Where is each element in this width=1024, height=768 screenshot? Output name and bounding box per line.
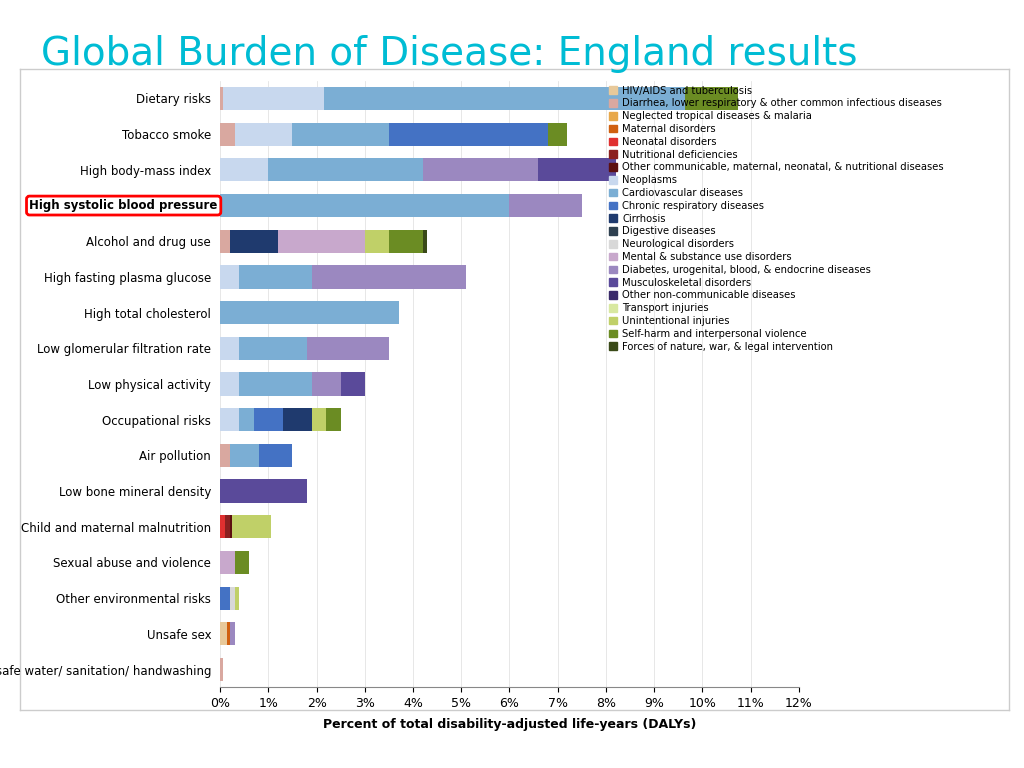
Bar (220, 230, 229, 253)
Bar (229, 515, 232, 538)
Bar (229, 587, 234, 610)
Bar (220, 587, 229, 610)
Bar (259, 444, 293, 467)
Bar (220, 336, 240, 360)
Bar (234, 123, 293, 146)
Bar (220, 87, 222, 110)
Bar (509, 194, 582, 217)
Bar (311, 408, 327, 432)
Bar (227, 622, 229, 645)
Bar (229, 444, 259, 467)
Text: High systolic blood pressure: High systolic blood pressure (30, 199, 218, 212)
Bar (324, 87, 685, 110)
Bar (307, 336, 389, 360)
Bar (240, 265, 311, 289)
Bar (225, 515, 229, 538)
Bar (222, 87, 324, 110)
Bar (234, 551, 249, 574)
Bar (268, 158, 423, 181)
Bar (232, 515, 270, 538)
Bar (293, 123, 389, 146)
Bar (341, 372, 365, 396)
X-axis label: Percent of total disability-adjusted life-years (DALYs): Percent of total disability-adjusted lif… (323, 718, 696, 731)
Bar (539, 158, 615, 181)
Bar (220, 444, 229, 467)
Bar (220, 479, 307, 503)
Bar (423, 230, 427, 253)
Bar (327, 408, 341, 432)
Bar (240, 372, 311, 396)
Bar (278, 230, 365, 253)
Bar (220, 658, 222, 681)
Bar (311, 265, 466, 289)
Text: Global Burden of Disease: England results: Global Burden of Disease: England result… (41, 35, 857, 72)
Bar (229, 230, 278, 253)
Bar (234, 587, 240, 610)
Bar (220, 158, 268, 181)
Bar (220, 123, 234, 146)
Bar (389, 123, 548, 146)
Bar (548, 123, 567, 146)
Bar (240, 336, 307, 360)
Legend: HIV/AIDS and tuberculosis, Diarrhea, lower respiratory & other common infectious: HIV/AIDS and tuberculosis, Diarrhea, low… (609, 86, 944, 352)
Bar (220, 301, 398, 324)
Bar (220, 515, 225, 538)
Bar (220, 372, 240, 396)
Bar (389, 230, 423, 253)
Text: 6        Tackling high blood pressure: 6 Tackling high blood pressure (31, 734, 345, 752)
Bar (311, 372, 341, 396)
Bar (220, 265, 240, 289)
Bar (220, 551, 234, 574)
Bar (220, 194, 509, 217)
Bar (220, 622, 227, 645)
Bar (365, 230, 389, 253)
Bar (229, 622, 234, 645)
Bar (423, 158, 539, 181)
Bar (240, 408, 254, 432)
Bar (254, 408, 283, 432)
Bar (220, 408, 240, 432)
Bar (283, 408, 311, 432)
Bar (685, 87, 738, 110)
